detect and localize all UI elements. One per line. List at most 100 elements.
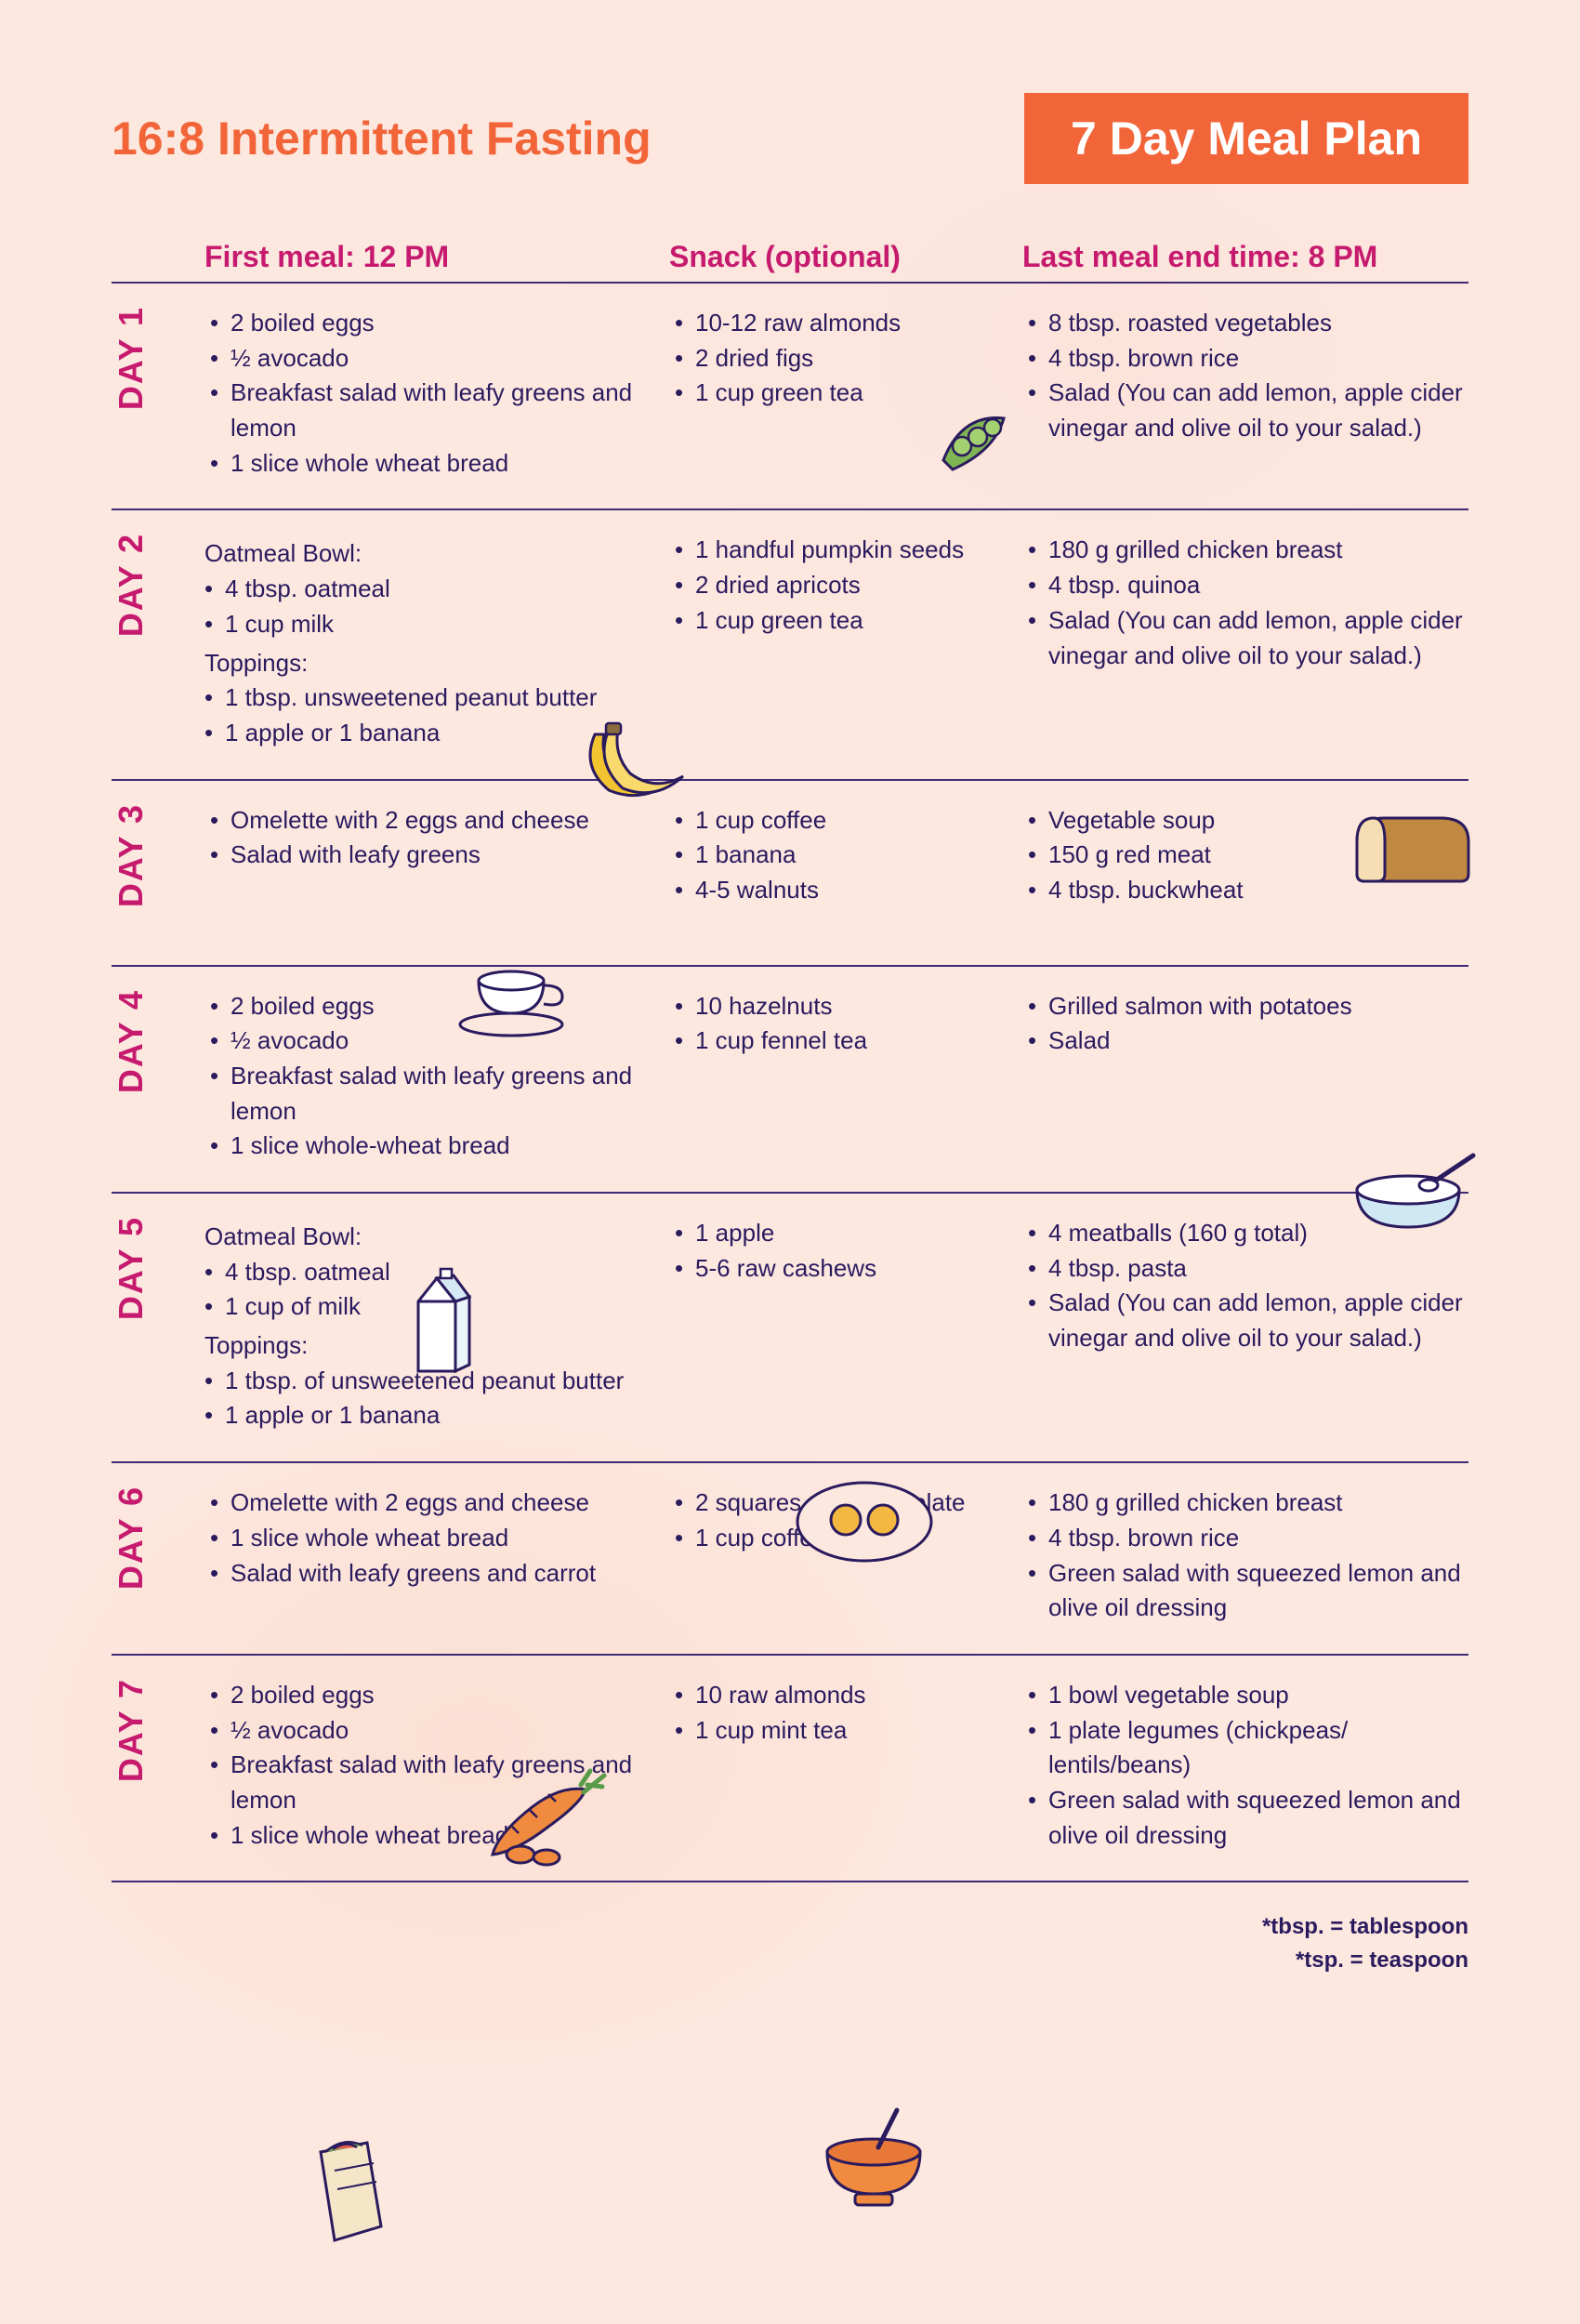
wrap-icon [288,2129,400,2254]
meal-item: 4 tbsp. quinoa [1048,568,1468,603]
meal-item: 2 boiled eggs [230,306,651,341]
meal-item: Salad (You can add lemon, apple cider vi… [1048,603,1468,673]
meal-item: 2 dried apricots [695,568,1004,603]
days-container: DAY 12 boiled eggs½ avocadoBreakfast sal… [112,282,1468,1882]
meal-item: 1 cup fennel tea [695,1023,1004,1059]
meal-column: 2 squares dark chocolate1 cup coffee [669,1486,1004,1626]
meal-item: 1 bowl vegetable soup [1048,1678,1468,1713]
meal-item: 10-12 raw almonds [695,306,1004,341]
meal-item: Omelette with 2 eggs and cheese [230,803,651,838]
col-title-snack: Snack (optional) [669,240,1004,274]
day-row: DAY 5Oatmeal Bowl:4 tbsp. oatmeal1 cup o… [112,1192,1468,1461]
day-label: DAY 4 [112,989,186,1112]
page-header: 16:8 Intermittent Fasting 7 Day Meal Pla… [112,93,1468,184]
day-row: DAY 72 boiled eggs½ avocadoBreakfast sal… [112,1654,1468,1882]
meal-column: Vegetable soup150 g red meat4 tbsp. buck… [1022,803,1468,937]
meal-item: 1 tbsp. unsweetened peanut butter [225,680,651,716]
footnote-line-1: *tbsp. = tablespoon [112,1910,1468,1944]
meal-column: 1 bowl vegetable soup1 plate legumes (ch… [1022,1678,1468,1853]
meal-item: ½ avocado [230,1713,651,1749]
meal-item: 1 cup coffee [695,803,1004,838]
meal-item: ½ avocado [230,341,651,376]
meal-item: 1 apple or 1 banana [225,716,651,751]
page-title: 16:8 Intermittent Fasting [112,112,652,165]
meal-column: 2 boiled eggs½ avocadoBreakfast salad wi… [204,1678,651,1853]
day-row: DAY 42 boiled eggs½ avocadoBreakfast sal… [112,965,1468,1192]
meal-item: Omelette with 2 eggs and cheese [230,1486,651,1521]
meal-item: 8 tbsp. roasted vegetables [1048,306,1468,341]
meal-column: 10-12 raw almonds2 dried figs1 cup green… [669,306,1004,481]
meal-item: Salad with leafy greens and carrot [230,1556,651,1591]
meal-column: 4 meatballs (160 g total)4 tbsp. pastaSa… [1022,1216,1468,1433]
meal-item: 4 tbsp. brown rice [1048,341,1468,376]
meal-item: 1 handful pumpkin seeds [695,533,1004,568]
meal-subheading: Oatmeal Bowl: [204,1220,651,1255]
meal-item: 1 slice whole wheat bread [230,1521,651,1556]
footnote: *tbsp. = tablespoon *tsp. = teaspoon [112,1910,1468,1977]
meal-item: Grilled salmon with potatoes [1048,989,1468,1024]
day-label: DAY 7 [112,1678,186,1801]
meal-column: 1 apple5-6 raw cashews [669,1216,1004,1433]
soup-bowl-icon [809,2106,939,2217]
day-row: DAY 3 Omelette with 2 eggs and cheeseSala… [112,779,1468,965]
meal-item: 1 banana [695,838,1004,873]
meal-item: 150 g red meat [1048,838,1468,873]
meal-item: 10 hazelnuts [695,989,1004,1024]
meal-column: 2 boiled eggs½ avocadoBreakfast salad wi… [204,306,651,481]
footnote-line-2: *tsp. = teaspoon [112,1944,1468,1977]
meal-column: Oatmeal Bowl:4 tbsp. oatmeal1 cup milkTo… [204,533,651,750]
col-title-last: Last meal end time: 8 PM [1022,240,1468,274]
meal-item: 1 slice whole-wheat bread [230,1129,651,1164]
title-badge: 7 Day Meal Plan [1024,93,1468,184]
meal-item: 1 apple or 1 banana [225,1398,651,1433]
meal-subheading: Oatmeal Bowl: [204,536,651,572]
meal-item: Salad (You can add lemon, apple cider vi… [1048,376,1468,445]
meal-item: Breakfast salad with leafy greens and le… [230,1748,651,1817]
meal-column: Omelette with 2 eggs and cheese1 slice w… [204,1486,651,1626]
meal-item: 1 slice whole wheat bread [230,446,651,482]
meal-item: Salad [1048,1023,1468,1059]
meal-column: 10 raw almonds1 cup mint tea [669,1678,1004,1853]
day-row: DAY 6Omelette with 2 eggs and cheese1 sl… [112,1461,1468,1654]
meal-plan-page: 16:8 Intermittent Fasting 7 Day Meal Pla… [0,0,1580,2033]
meal-item: Vegetable soup [1048,803,1468,838]
meal-item: 2 boiled eggs [230,1678,651,1713]
day-label: DAY 1 [112,306,186,429]
meal-item: 1 cup milk [225,607,651,642]
meal-column: 180 g grilled chicken breast4 tbsp. quin… [1022,533,1468,750]
meal-item: 4 tbsp. pasta [1048,1251,1468,1287]
meal-item: 4 tbsp. brown rice [1048,1521,1468,1556]
meal-subheading: Toppings: [204,1328,651,1364]
col-title-first: First meal: 12 PM [204,240,651,274]
meal-item: Salad (You can add lemon, apple cider vi… [1048,1286,1468,1355]
meal-item: 4-5 walnuts [695,873,1004,908]
day-label: DAY 2 [112,533,186,655]
meal-column: 8 tbsp. roasted vegetables4 tbsp. brown … [1022,306,1468,481]
meal-item: 180 g grilled chicken breast [1048,533,1468,568]
meal-item: 1 apple [695,1216,1004,1251]
meal-item: 4 tbsp. buckwheat [1048,873,1468,908]
meal-item: 1 cup green tea [695,603,1004,639]
meal-column: 10 hazelnuts1 cup fennel tea [669,989,1004,1164]
day-label: DAY 6 [112,1486,186,1608]
meal-column: Grilled salmon with potatoesSalad [1022,989,1468,1164]
meal-column: 1 handful pumpkin seeds2 dried apricots1… [669,533,1004,750]
meal-item: Breakfast salad with leafy greens and le… [230,376,651,445]
day-row: DAY 2Oatmeal Bowl:4 tbsp. oatmeal1 cup m… [112,508,1468,778]
day-row: DAY 12 boiled eggs½ avocadoBreakfast sal… [112,282,1468,508]
meal-item: 2 boiled eggs [230,989,651,1024]
meal-item: 10 raw almonds [695,1678,1004,1713]
meal-item: 2 dried figs [695,341,1004,376]
meal-item: Salad with leafy greens [230,838,651,873]
meal-item: 2 squares dark chocolate [695,1486,1004,1521]
meal-column: Oatmeal Bowl:4 tbsp. oatmeal1 cup of mil… [204,1216,651,1433]
day-label: DAY 3 [112,803,186,926]
meal-column: 2 boiled eggs½ avocadoBreakfast salad wi… [204,989,651,1164]
meal-item: 180 g grilled chicken breast [1048,1486,1468,1521]
meal-item: 5-6 raw cashews [695,1251,1004,1287]
meal-item: 4 tbsp. oatmeal [225,1255,651,1290]
meal-column: 1 cup coffee1 banana4-5 walnuts [669,803,1004,937]
meal-item: Breakfast salad with leafy greens and le… [230,1059,651,1129]
meal-subheading: Toppings: [204,646,651,681]
meal-item: 1 cup of milk [225,1289,651,1325]
